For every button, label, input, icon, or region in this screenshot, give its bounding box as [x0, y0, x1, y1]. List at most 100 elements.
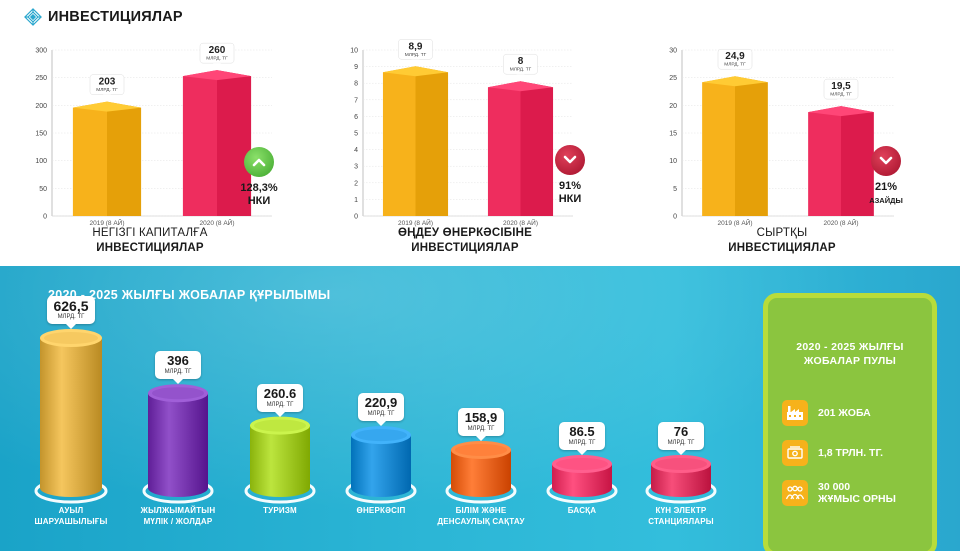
x-tick-label: 2020 (8 АЙ) — [823, 218, 858, 227]
pool-item: 30 000 ЖҰМЫС ОРНЫ — [782, 480, 896, 506]
caption-line: НЕГІЗГІ КАПИТАЛҒА — [92, 227, 208, 239]
bar-top — [487, 81, 554, 92]
caption-line: ИНВЕСТИЦИЯЛАР — [728, 242, 836, 254]
indicator-value: 128,3% — [240, 182, 278, 194]
category-label-line: ЖЫЛЖЫМАЙТЫН — [140, 506, 216, 515]
x-tick-label: 2019 (8 АЙ) — [717, 218, 752, 227]
cylinder-top-inner — [556, 458, 608, 470]
chart-caption: НЕГІЗГІ КАПИТАЛҒА ИНВЕСТИЦИЯЛАР — [30, 226, 270, 256]
cylinder-bar — [345, 426, 417, 504]
chart-caption: ӨҢДЕУ ӨНЕРКӘСІБІНЕ ИНВЕСТИЦИЯЛАР — [345, 226, 585, 256]
unit-label: МЛРД. ТГ — [164, 369, 192, 376]
cylinder-body — [351, 435, 411, 497]
cylinder-top-inner — [655, 458, 707, 470]
x-tick-label: 2020 (8 АЙ) — [503, 218, 538, 227]
cylinder-bar — [645, 455, 717, 504]
bar-top — [382, 66, 449, 77]
cylinder-top-inner — [152, 387, 204, 400]
value-bubble: 158,9 МЛРД. ТГ — [458, 407, 504, 441]
bar — [182, 70, 252, 216]
value-bubble: 76 МЛРД. ТГ — [658, 422, 704, 455]
caption-line: ӨҢДЕУ ӨНЕРКӘСІБІНЕ — [398, 227, 532, 239]
value-bubble: 86.5 МЛРД. ТГ — [559, 422, 605, 455]
category-label-line: СТАНЦИЯЛАРЫ — [648, 517, 714, 526]
bubble-tail — [103, 94, 111, 100]
category-label: АУЫЛ ШАРУАШЫЛЫҒЫ — [16, 505, 126, 527]
unit-label: МЛРД. ТГ — [568, 440, 596, 446]
data-label: 8,9 — [409, 41, 423, 52]
cylinder-top-inner — [254, 419, 306, 432]
chevron-up-icon — [244, 147, 274, 177]
cylinder-body — [651, 464, 711, 497]
data-label: 203 — [99, 77, 116, 88]
bubble-tail — [411, 59, 420, 65]
bar-face-right — [107, 101, 142, 216]
data-label: 24,9 — [725, 51, 745, 62]
bar-top — [182, 70, 252, 81]
indicator-sub: НКИ — [247, 195, 271, 207]
category-label: БАСҚА — [527, 505, 637, 516]
value-bubble: 220,9 МЛРД. ТГ — [358, 393, 404, 427]
data-label: 19,5 — [831, 81, 851, 92]
pool-item-line: ЖҰМЫС ОРНЫ — [818, 493, 896, 505]
change-indicator: 91% НКИ — [535, 145, 605, 206]
bar-face-left — [702, 76, 735, 216]
unit-label: МЛРД. ТГ — [724, 62, 746, 68]
bubble-tail — [731, 69, 739, 75]
bar-face-right — [415, 66, 449, 216]
category-label-line: ӨНЕРКӘСІП — [356, 506, 406, 515]
chart-caption: СЫРТҚЫ ИНВЕСТИЦИЯЛАР — [662, 226, 902, 256]
data-label: 260 — [209, 45, 226, 56]
y-tick-label: 5 — [673, 186, 677, 193]
indicator-value: 21% — [874, 181, 898, 193]
cylinder-top-inner — [44, 332, 98, 344]
data-label: 396 — [167, 353, 189, 369]
chevron-down-icon — [555, 145, 585, 175]
cylinder-bar — [244, 416, 316, 504]
x-tick-label: 2020 (8 АЙ) — [199, 218, 234, 227]
category-label: ЖЫЛЖЫМАЙТЫН МҮЛІК / ЖОЛДАР — [123, 505, 233, 527]
y-tick-label: 0 — [673, 214, 677, 221]
category-label-line: БІЛІМ ЖӘНЕ — [455, 506, 507, 515]
unit-label: МЛРД. ТГ — [266, 401, 294, 408]
chart-manufacturing-investments: 0 1 2 3 4 5 6 7 8 9 10 8,9 МЛРД. ТГ 2019 (8 АЙ) 8 МЛРД.… — [345, 39, 645, 267]
bar — [382, 66, 449, 216]
data-label: 260.6 — [263, 385, 297, 401]
cylinder-bar — [142, 384, 214, 504]
bar — [808, 106, 874, 216]
bubble-tail — [516, 74, 525, 80]
page-header: ИНВЕСТИЦИЯЛАР — [24, 5, 183, 29]
pool-title-line: 2020 - 2025 ЖЫЛҒЫ — [796, 341, 904, 353]
category-label-line: ШАРУАШЫЛЫҒЫ — [34, 517, 108, 526]
bar-face-left — [487, 81, 521, 216]
section-title: 2020 - 2025 ЖЫЛҒЫ ЖОБАЛАР ҚҰРЫЛЫМЫ — [48, 288, 331, 302]
y-tick-label: 0 — [354, 214, 358, 221]
y-tick-label: 25 — [669, 75, 677, 82]
data-label: 76 — [673, 424, 689, 439]
chart-external-investments: 0 5 10 15 20 25 30 24,9 МЛРД. ТГ 2019 (8 АЙ) 19,5 М… — [662, 42, 960, 267]
pool-item-text: 1,8 ТРЛН. ТГ. — [818, 447, 883, 459]
cylinder-body — [552, 464, 612, 497]
category-label-line: АУЫЛ — [58, 506, 84, 515]
unit-label: МЛРД. ТГ — [206, 56, 228, 62]
cylinder-top-inner — [355, 429, 407, 442]
y-tick-label: 20 — [669, 103, 677, 110]
pool-item: 201 ЖОБА — [782, 400, 871, 426]
value-bubble: 626,5 МЛРД. ТГ — [47, 296, 95, 329]
people-icon — [782, 480, 808, 506]
y-tick-label: 2 — [354, 180, 358, 187]
cylinder-bar — [445, 440, 517, 504]
y-tick-label: 10 — [350, 48, 358, 55]
data-label: 158,9 — [464, 409, 498, 425]
cylinder-body — [250, 425, 310, 497]
caption-line: СЫРТҚЫ — [756, 227, 808, 239]
unit-label: МЛРД. ТГ — [367, 411, 395, 418]
unit-label: МЛРД. ТГ — [830, 92, 852, 98]
bar-face-left — [808, 106, 841, 216]
bar — [702, 76, 768, 216]
